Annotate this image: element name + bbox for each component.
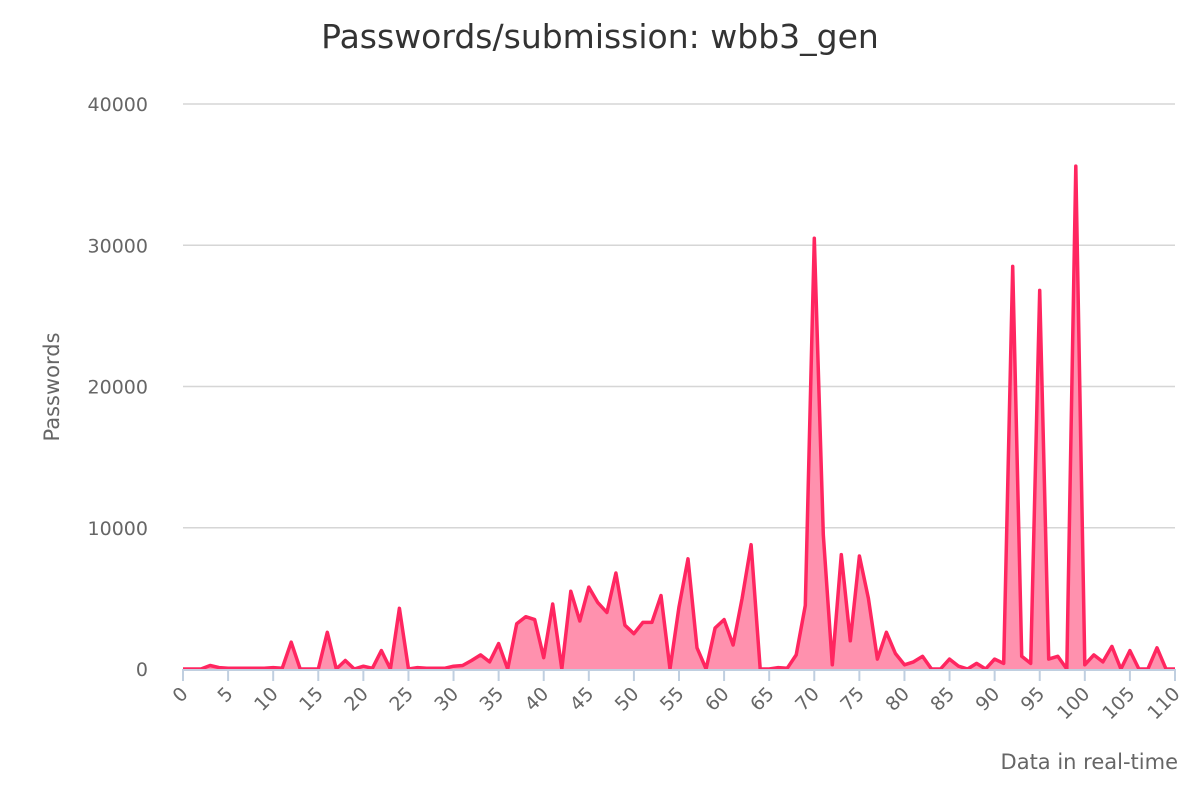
- x-tick-label: 70: [791, 683, 824, 716]
- x-tick-label: 15: [295, 683, 328, 716]
- x-tick-label: 90: [972, 683, 1005, 716]
- y-tick-label: 40000: [88, 94, 148, 116]
- x-tick-label: 85: [926, 683, 959, 716]
- chart-title: Passwords/submission: wbb3_gen: [321, 17, 879, 56]
- gridlines: [183, 103, 1175, 529]
- x-tick-label: 80: [881, 683, 914, 716]
- series-line: [183, 164, 1175, 671]
- x-tick-label: 0: [168, 683, 192, 707]
- y-tick-label: 30000: [88, 235, 148, 257]
- y-tick-label: 0: [136, 659, 148, 681]
- x-tick-label: 40: [521, 683, 554, 716]
- x-tick-label: 110: [1143, 683, 1184, 724]
- x-tick-label: 35: [476, 683, 509, 716]
- y-tick-label: 10000: [88, 518, 148, 540]
- x-tick-label: 65: [746, 683, 779, 716]
- x-tick-label: 55: [656, 683, 689, 716]
- x-tick-label: 30: [430, 683, 463, 716]
- y-tick-label: 20000: [88, 377, 148, 399]
- y-axis-title: Passwords: [40, 332, 64, 441]
- x-tick-label: 5: [214, 683, 238, 707]
- x-tick-label: 10: [250, 683, 283, 716]
- x-tick-label: 20: [340, 683, 373, 716]
- x-tick-label: 50: [611, 683, 644, 716]
- y-axis-labels: 0 10000 20000 30000 40000: [88, 94, 148, 681]
- x-tick-label: 45: [566, 683, 599, 716]
- x-tick-label: 95: [1017, 683, 1050, 716]
- x-tick-label: 105: [1098, 683, 1139, 724]
- x-tick-label: 25: [385, 683, 418, 716]
- x-tick-label: 60: [701, 683, 734, 716]
- x-axis-ticks: 0 5 10 15 20 25 30 35 40 45 50 55 60 65 70 75 80 85 90 95 10…: [168, 669, 1185, 724]
- x-axis-title: Data in real-time: [1001, 750, 1178, 774]
- series-area: [183, 166, 1175, 669]
- x-tick-label: 75: [836, 683, 869, 716]
- x-tick-label: 100: [1053, 683, 1094, 724]
